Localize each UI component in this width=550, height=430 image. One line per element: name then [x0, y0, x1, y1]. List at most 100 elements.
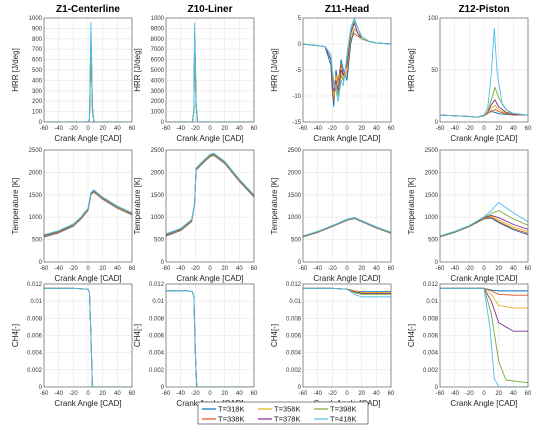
x-tick-label: 0: [482, 126, 486, 132]
x-tick-label: 0: [482, 266, 486, 272]
y-tick-label: 1000: [151, 16, 165, 22]
y-tick-label: 1000: [151, 215, 165, 221]
y-tick-label: 5000: [151, 68, 165, 74]
x-tick-label: -20: [69, 391, 78, 397]
y-tick-label: 2000: [151, 170, 165, 176]
y-tick-label: 1500: [29, 193, 43, 199]
x-tick-label: 40: [510, 126, 517, 132]
y-tick-label: 0.002: [286, 368, 302, 374]
y-tick-label: 300: [32, 89, 43, 95]
panel-8: -60 -40 -20 0 20 40 60 0 500 1000 1500 2000 2500 Cran…: [407, 148, 532, 283]
x-tick-label: 60: [388, 391, 395, 397]
y-tick-label: 1000: [288, 215, 302, 221]
axes-frame: [43, 283, 133, 388]
y-tick-label: 0: [435, 120, 439, 126]
y-axis-label: HRR [J/deg]: [407, 48, 416, 92]
x-tick-label: -60: [40, 126, 49, 132]
panel-4: -60 -40 -20 0 20 40 60 0 50 100 Z12-Piston Crank An…: [407, 4, 532, 143]
x-tick-label: 20: [99, 126, 106, 132]
y-tick-label: 100: [32, 110, 43, 116]
axes-frame: [165, 17, 255, 123]
x-tick-label: 60: [525, 126, 532, 132]
x-tick-label: 60: [251, 266, 258, 272]
y-tick-label: 800: [32, 37, 43, 43]
series-line-t-418k: [44, 21, 132, 122]
x-tick-label: 40: [373, 126, 380, 132]
panel-12: -60 -40 -20 0 20 40 60 0 0.002 0.004 0.006 0.008 0.0…: [407, 282, 532, 408]
y-axis-label: CH4[-]: [133, 324, 142, 347]
y-axis-label: Temperature [K]: [133, 178, 142, 235]
y-tick-label: 0.008: [286, 316, 302, 322]
x-tick-label: 40: [236, 126, 243, 132]
y-tick-label: 1000: [151, 110, 165, 116]
y-tick-label: 0.012: [27, 282, 43, 288]
series-line-t-398k: [303, 20, 391, 97]
x-tick-label: 40: [373, 266, 380, 272]
y-tick-label: 0: [435, 385, 439, 391]
x-tick-label: 0: [86, 391, 90, 397]
x-tick-label: 0: [482, 391, 486, 397]
y-tick-label: 4000: [151, 78, 165, 84]
x-tick-label: 0: [345, 391, 349, 397]
panels: -60 -40 -20 0 20 40 60010020030040050060070080…: [11, 4, 532, 408]
y-tick-label: 1500: [151, 193, 165, 199]
y-axis-label: HRR [J/deg]: [11, 48, 20, 92]
axes-frame: [302, 283, 392, 388]
y-tick-label: 0: [298, 42, 302, 48]
x-tick-label: 40: [114, 391, 121, 397]
panel-7: -60 -40 -20 0 20 40 60 0 500 1000 1500 2000 2500 Cran…: [270, 148, 395, 283]
x-tick-label: -20: [191, 266, 200, 272]
series-group: [440, 287, 528, 387]
x-tick-label: 40: [373, 391, 380, 397]
x-axis-label: Crank Angle [CAD]: [176, 274, 243, 283]
y-tick-label: 6000: [151, 58, 165, 64]
y-tick-label: 0.006: [286, 334, 302, 340]
axes-frame: [439, 283, 529, 388]
x-tick-label: 60: [388, 266, 395, 272]
legend-label: T=338K: [218, 415, 244, 424]
x-tick-label: -40: [313, 266, 322, 272]
legend-label: T=418K: [330, 415, 356, 424]
y-tick-label: 500: [428, 238, 439, 244]
legend-label: T=398K: [330, 405, 356, 414]
x-tick-label: -60: [40, 391, 49, 397]
x-tick-label: 60: [525, 266, 532, 272]
panel-9: -60 -40 -20 0 20 40 60 0 0.002 0.004 0.006 0.008 0.0…: [11, 282, 136, 408]
y-axis-label: CH4[-]: [407, 324, 416, 347]
panel-title: Z1-Centerline: [56, 4, 120, 15]
x-tick-label: -40: [450, 266, 459, 272]
panel-title: Z12-Piston: [458, 4, 509, 15]
series-group: [440, 201, 528, 238]
x-tick-label: 0: [86, 266, 90, 272]
series-line-t-418k: [166, 152, 254, 235]
y-tick-label: 2500: [151, 148, 165, 154]
series-group: [166, 290, 254, 387]
y-tick-label: 0: [161, 120, 165, 126]
y-axis-label: Temperature [K]: [11, 178, 20, 235]
x-tick-label: 40: [510, 391, 517, 397]
x-tick-label: -60: [162, 266, 171, 272]
panel-5: -60 -40 -20 0 20 40 60 0 500 1000 1500 2000 2500 Cran…: [11, 148, 136, 283]
x-tick-label: -40: [450, 391, 459, 397]
y-tick-label: 0.008: [423, 316, 439, 322]
y-tick-label: 1500: [425, 193, 439, 199]
x-tick-label: 20: [221, 266, 228, 272]
y-tick-label: 0: [161, 385, 165, 391]
x-tick-label: 60: [251, 126, 258, 132]
series-line-t-418k: [44, 189, 132, 236]
y-tick-label: 500: [154, 238, 165, 244]
x-tick-label: 0: [208, 126, 212, 132]
y-tick-label: 0: [435, 260, 439, 266]
series-group: [166, 152, 254, 237]
series-line-t-418k: [166, 22, 254, 122]
x-tick-label: -40: [176, 126, 185, 132]
y-tick-label: 50: [431, 68, 438, 74]
axes-frame: [43, 149, 133, 263]
x-tick-label: -20: [465, 391, 474, 397]
series-group: [44, 21, 132, 122]
y-tick-label: 0.004: [149, 351, 165, 357]
y-tick-label: 0.004: [423, 351, 439, 357]
x-axis-label: Crank Angle [CAD]: [54, 134, 121, 143]
panel-6: -60 -40 -20 0 20 40 60 0 500 1000 1500 2000 2500 Cran…: [133, 148, 258, 283]
y-tick-label: 500: [32, 238, 43, 244]
